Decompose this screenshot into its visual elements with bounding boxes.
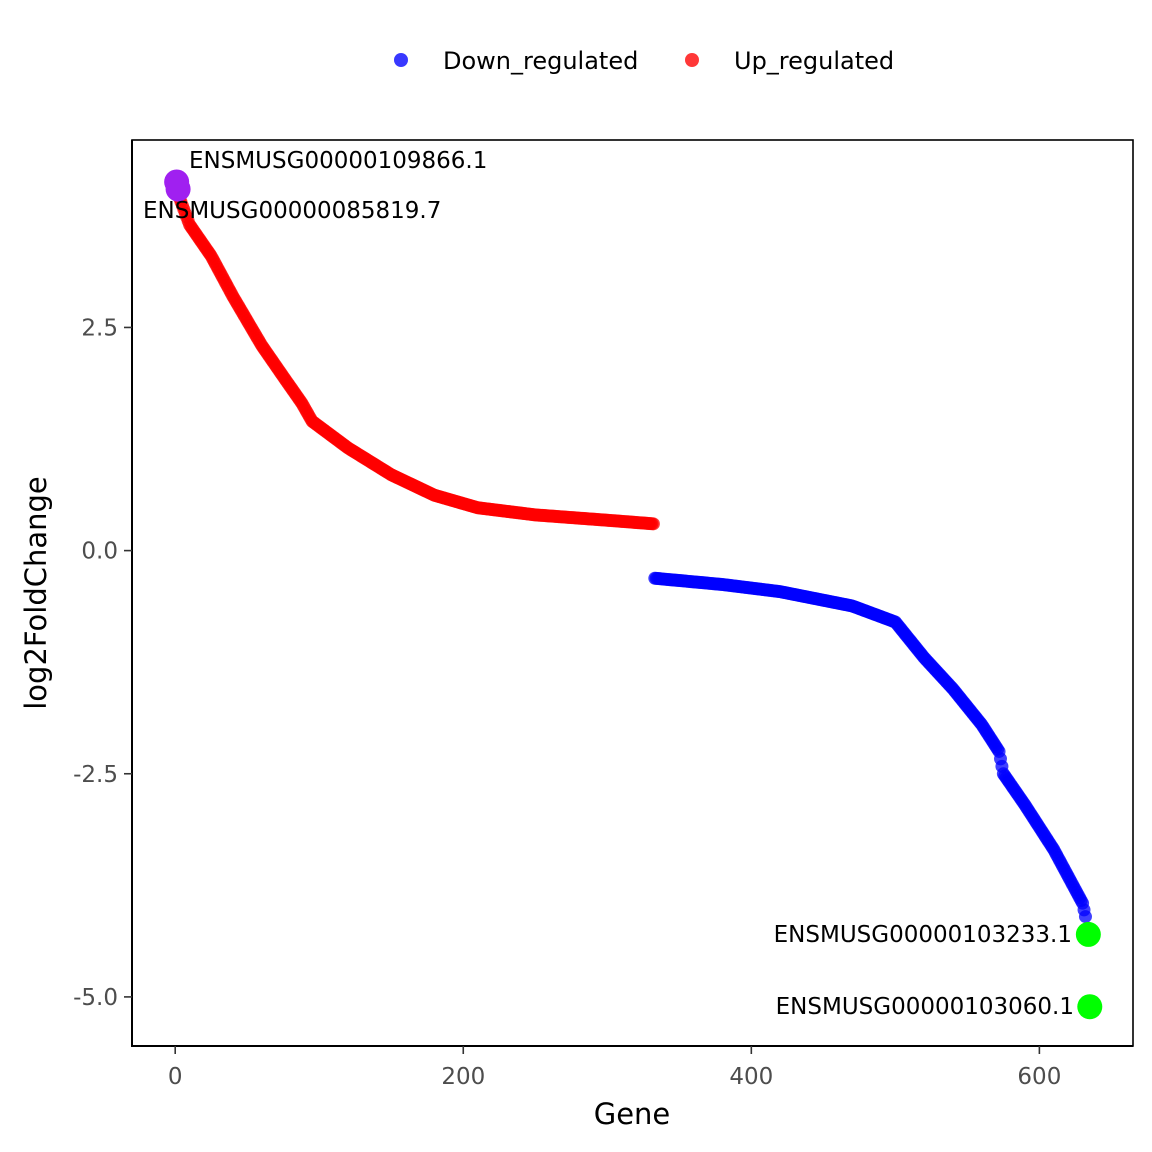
x-tick-label: 600	[1017, 1064, 1061, 1090]
plot-panel-border	[131, 139, 1134, 1047]
y-tick-label: 0.0	[81, 539, 118, 565]
point-annotation-label: ENSMUSG00000085819.7	[143, 198, 441, 224]
legend-key-down-regulated	[394, 53, 408, 67]
highlighted-points	[164, 169, 1103, 1020]
point-annotation-label: ENSMUSG00000103233.1	[774, 922, 1072, 948]
x-axis-ticks: 0 200 400 600	[168, 1046, 1061, 1090]
point-annotations: ENSMUSG00000109866.1 ENSMUSG00000085819.7…	[143, 148, 1074, 1020]
highlight-point	[1075, 921, 1101, 947]
y-tick-label: -5.0	[73, 985, 118, 1011]
highlight-point	[1077, 994, 1103, 1020]
legend-label-down-regulated: Down_regulated	[443, 47, 638, 75]
y-tick-label: -2.5	[73, 762, 118, 788]
x-tick-label: 200	[441, 1064, 485, 1090]
x-tick-label: 0	[168, 1064, 183, 1090]
point-annotation-label: ENSMUSG00000109866.1	[189, 148, 487, 174]
point-down-regulated	[1078, 910, 1092, 924]
y-axis-title: log2FoldChange	[19, 476, 53, 710]
y-axis-ticks: -5.0 -2.5 0.0 2.5	[73, 315, 132, 1011]
highlight-point	[165, 176, 191, 202]
legend: Down_regulated Up_regulated	[394, 47, 894, 75]
legend-key-up-regulated	[685, 53, 699, 67]
legend-label-up-regulated: Up_regulated	[734, 47, 894, 75]
point-annotation-label: ENSMUSG00000103060.1	[776, 994, 1074, 1020]
x-tick-label: 400	[729, 1064, 773, 1090]
point-up-regulated	[646, 517, 660, 531]
x-axis-title: Gene	[594, 1097, 671, 1131]
y-tick-label: 2.5	[81, 315, 118, 341]
data-points	[173, 191, 1092, 924]
